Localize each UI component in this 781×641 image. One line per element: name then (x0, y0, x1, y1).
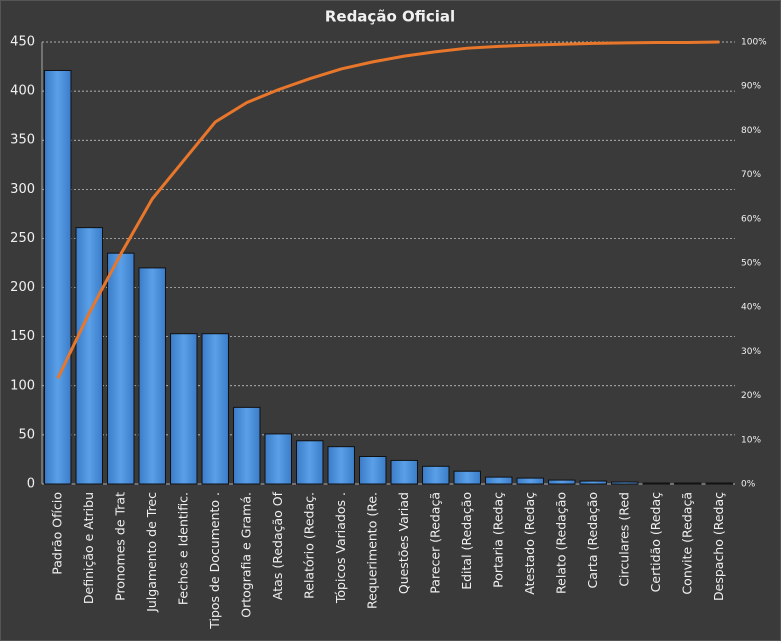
x-tick-label: Convite (Redaçã (679, 492, 694, 595)
bar (579, 480, 607, 485)
y-tick-label: 300 (10, 182, 35, 197)
y2-tick-label: 60% (741, 214, 761, 224)
x-tick-label: Julgamento de Trec (144, 492, 159, 613)
bar (44, 69, 72, 485)
y2-tick-label: 50% (741, 259, 761, 269)
x-tick-label: Relato (Redação (553, 492, 568, 594)
y-tick-label: 250 (10, 231, 35, 246)
cumulative-line (56, 40, 720, 380)
x-tick-label: Pronomes de Trat (112, 492, 127, 601)
bar (642, 482, 670, 485)
bar (170, 333, 198, 485)
x-tick-label: Tópicos Variados . (333, 492, 348, 604)
x-tick-label: Carta (Redação (585, 492, 600, 589)
y2-tick-label: 20% (741, 391, 761, 401)
y2-tick-label: 40% (741, 303, 761, 313)
y-tick-label: 450 (10, 35, 35, 50)
x-tick-label: Parecer (Redaçã (427, 492, 442, 594)
y2-tick-label: 0% (741, 480, 756, 490)
bar (107, 252, 135, 485)
x-tick-label: Requerimento (Re. (364, 492, 379, 609)
x-tick-label: Portaria (Redaç (490, 492, 505, 588)
bar (611, 481, 639, 485)
y2-tick-label: 80% (741, 126, 761, 136)
y-tick-label: 350 (10, 133, 35, 148)
y2-tick-label: 10% (741, 435, 761, 445)
bar (138, 267, 166, 485)
bar (422, 465, 450, 485)
y-tick-label: 150 (10, 329, 35, 344)
x-tick-label: Ortografia e Gramá. (238, 492, 253, 618)
bar (327, 446, 355, 485)
x-tick-label: Fechos e Identific. (175, 492, 190, 605)
bar (390, 459, 418, 485)
y-tick-label: 100 (10, 378, 35, 393)
y-tick-label: 50 (18, 427, 35, 442)
bar (264, 433, 292, 485)
x-tick-label: Atestado (Redaç (522, 492, 537, 595)
bar (548, 479, 576, 485)
x-tick-label: Despacho (Redaç (711, 492, 726, 601)
bar (453, 470, 481, 485)
bar (233, 406, 261, 485)
x-tick-label: Questões Variad (396, 492, 411, 594)
x-tick-label: Atas (Redação Of (270, 491, 285, 600)
y-tick-label: 400 (10, 84, 35, 99)
bar (201, 333, 229, 485)
bar (75, 227, 103, 485)
y2-tick-label: 100% (741, 38, 767, 48)
x-tick-label: Padrão Ofício (49, 492, 64, 575)
x-tick-label: Certidão (Redaç (648, 492, 663, 592)
y2-tick-label: 90% (741, 82, 761, 92)
bar (485, 476, 513, 485)
bar (296, 440, 324, 485)
bar (705, 482, 733, 485)
chart-title: Redação Oficial (325, 8, 455, 26)
x-tick-label: Definição e Atribu (81, 492, 96, 604)
y2-tick-label: 70% (741, 170, 761, 180)
y2-tick-label: 30% (741, 347, 761, 357)
y-tick-label: 200 (10, 280, 35, 295)
bar (516, 477, 544, 485)
y-tick-label: 0 (27, 477, 35, 492)
bar (674, 482, 702, 485)
x-tick-label: Relatório (Redaç. (301, 492, 316, 599)
x-tick-label: Edital (Redação (459, 492, 474, 590)
x-tick-label: Tipos de Documento . (207, 492, 222, 630)
bar (359, 455, 387, 485)
x-tick-label: Circulares (Red (616, 492, 631, 587)
